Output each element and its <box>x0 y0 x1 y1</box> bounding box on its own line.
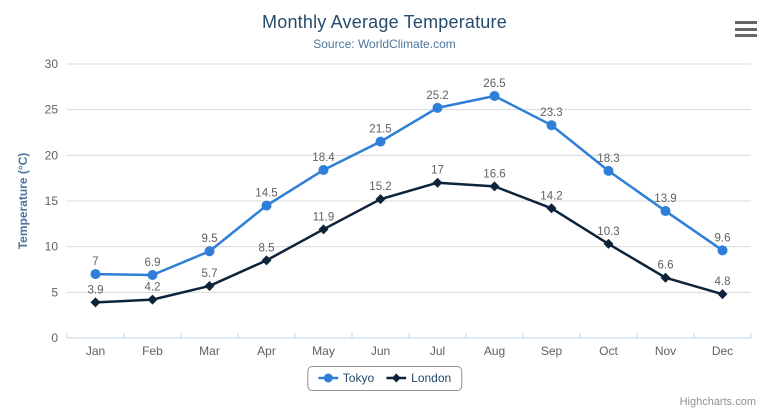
data-point-tokyo[interactable] <box>204 246 215 257</box>
data-point-tokyo[interactable] <box>261 200 272 211</box>
data-point-tokyo[interactable] <box>90 269 101 280</box>
data-label: 18.4 <box>312 152 335 164</box>
data-point-tokyo[interactable] <box>717 245 728 256</box>
x-axis-tick-label: May <box>312 344 335 358</box>
data-label: 16.6 <box>483 168 505 180</box>
legend-item-tokyo[interactable]: Tokyo <box>317 371 375 385</box>
data-label: 17 <box>431 165 444 177</box>
data-point-tokyo[interactable] <box>432 102 443 113</box>
x-axis-tick-label: Apr <box>257 344 276 358</box>
data-label: 4.8 <box>715 276 731 288</box>
y-axis-tick-label: 10 <box>45 240 59 254</box>
data-label: 14.2 <box>540 190 562 202</box>
y-axis-tick-label: 5 <box>51 285 58 299</box>
data-label: 6.9 <box>145 257 161 269</box>
x-axis-tick-label: Mar <box>199 344 220 358</box>
data-label: 18.3 <box>597 153 619 165</box>
legend-label: London <box>411 371 452 385</box>
data-label: 5.7 <box>202 268 218 280</box>
hamburger-menu-icon <box>735 21 757 24</box>
data-point-london[interactable] <box>432 177 443 188</box>
x-axis-tick-label: Dec <box>712 344 733 358</box>
data-point-london[interactable] <box>261 255 272 266</box>
x-axis-tick-label: Jan <box>86 344 105 358</box>
data-point-london[interactable] <box>318 224 329 235</box>
credits-link[interactable]: Highcharts.com <box>679 396 756 408</box>
data-label: 4.2 <box>145 282 161 294</box>
legend-label: Tokyo <box>342 371 375 385</box>
data-point-london[interactable] <box>375 194 386 205</box>
data-point-tokyo[interactable] <box>375 136 386 147</box>
x-axis-tick-label: Feb <box>142 344 163 358</box>
data-point-tokyo[interactable] <box>546 120 557 131</box>
data-point-london[interactable] <box>603 238 614 249</box>
data-label: 14.5 <box>255 188 277 200</box>
y-axis-tick-label: 25 <box>45 103 59 117</box>
x-axis-tick-label: Aug <box>484 344 505 358</box>
x-axis-tick-label: Oct <box>599 344 618 358</box>
data-point-london[interactable] <box>90 297 101 308</box>
x-axis-tick-label: Jul <box>430 344 445 358</box>
hamburger-menu-icon <box>735 34 757 37</box>
data-point-tokyo[interactable] <box>489 90 500 101</box>
data-label: 9.5 <box>202 233 218 245</box>
data-label: 10.3 <box>597 226 619 238</box>
series-line-tokyo <box>94 94 724 277</box>
data-point-london[interactable] <box>147 294 158 305</box>
legend: Tokyo London <box>306 366 463 391</box>
data-label: 3.9 <box>88 284 104 296</box>
x-axis-tick-label: Jun <box>371 344 390 358</box>
y-axis-tick-label: 30 <box>45 57 59 71</box>
hamburger-menu-icon <box>735 27 757 31</box>
y-axis-title: Temperature (°C) <box>16 153 30 250</box>
export-menu-button[interactable] <box>734 21 758 37</box>
data-label: 13.9 <box>654 193 676 205</box>
chart-subtitle: Source: WorldClimate.com <box>313 37 456 51</box>
data-point-tokyo[interactable] <box>603 165 614 176</box>
legend-item-london[interactable]: London <box>386 371 451 385</box>
data-label: 15.2 <box>369 181 391 193</box>
data-point-london[interactable] <box>660 272 671 283</box>
data-label: 25.2 <box>426 90 448 102</box>
data-label: 11.9 <box>313 211 335 223</box>
data-point-london[interactable] <box>204 280 215 291</box>
series-line-london <box>94 181 724 304</box>
y-axis-tick-label: 15 <box>45 194 59 208</box>
data-label: 26.5 <box>483 78 505 90</box>
y-axis-tick-label: 0 <box>51 331 58 345</box>
data-label: 23.3 <box>540 107 562 119</box>
diamond-legend-marker-icon <box>386 373 407 383</box>
data-point-tokyo[interactable] <box>147 269 158 280</box>
data-label: 7 <box>92 256 98 268</box>
data-point-london[interactable] <box>546 203 557 214</box>
data-label: 6.6 <box>658 260 674 272</box>
data-label: 21.5 <box>369 124 391 136</box>
circle-legend-marker-icon <box>317 373 338 383</box>
data-point-tokyo[interactable] <box>660 206 671 217</box>
data-point-london[interactable] <box>717 289 728 300</box>
data-label: 8.5 <box>259 242 275 254</box>
data-label: 9.6 <box>715 232 731 244</box>
x-axis-tick-label: Sep <box>541 344 563 358</box>
y-axis-tick-label: 20 <box>45 148 59 162</box>
data-point-tokyo[interactable] <box>318 164 329 175</box>
chart-title: Monthly Average Temperature <box>262 12 507 32</box>
data-point-london[interactable] <box>489 181 500 192</box>
x-axis-tick-label: Nov <box>655 344 676 358</box>
